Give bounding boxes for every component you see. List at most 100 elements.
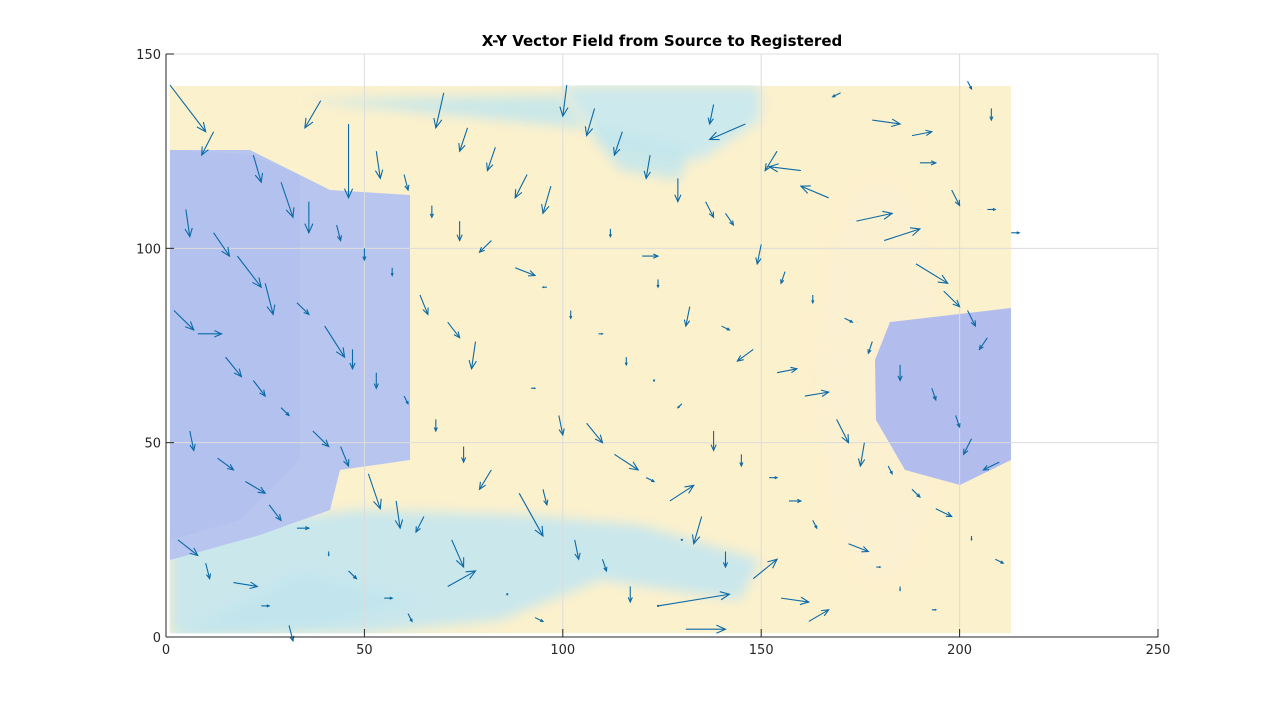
x-tick-label: 50	[356, 643, 373, 658]
quiver-arrow	[542, 489, 549, 507]
quiver-arrow	[887, 465, 893, 475]
axis-ticks: 0 50 100 150 200 250 0 50 100 150	[136, 48, 1170, 658]
quiver-arrow	[574, 539, 581, 561]
quiver-arrow	[680, 538, 683, 541]
quiver-arrow	[970, 535, 973, 542]
quiver-arrow	[767, 163, 801, 173]
quiver-arrow	[280, 182, 295, 219]
quiver-arrow	[752, 558, 779, 580]
quiver-arrow	[951, 189, 961, 207]
quiver-arrow	[458, 127, 469, 153]
quiver-arrow	[374, 151, 384, 180]
quiver-arrow	[419, 294, 429, 316]
quiver-arrow	[919, 160, 938, 166]
quiver-arrow	[252, 154, 264, 184]
y-tick-label: 100	[136, 242, 161, 257]
quiver-arrow	[373, 372, 379, 390]
quiver-arrow	[478, 469, 492, 491]
quiver-arrow	[584, 108, 596, 137]
quiver-arrow	[586, 422, 604, 444]
quiver-arrow	[394, 500, 404, 530]
quiver-arrow	[788, 498, 803, 504]
quiver-arrow	[657, 591, 731, 607]
quiver-arrow	[225, 356, 243, 378]
quiver-arrow	[177, 539, 199, 557]
quiver-arrow	[268, 504, 282, 522]
quiver-arrow	[962, 438, 972, 456]
quiver-arrow	[559, 85, 569, 118]
quiver-arrow	[867, 341, 873, 355]
quiver-arrow	[707, 104, 715, 126]
quiver-arrow	[531, 387, 537, 390]
quiver-arrow	[296, 302, 310, 316]
quiver-arrow	[217, 457, 235, 471]
quiver-arrow	[541, 185, 552, 215]
quiver-arrow	[652, 379, 656, 382]
quiver-arrow	[911, 488, 921, 499]
x-tick-label: 0	[162, 643, 170, 658]
quiver-arrow	[433, 92, 445, 130]
quiver-arrow	[848, 543, 870, 553]
quiver-arrow	[304, 201, 314, 235]
quiver-arrow	[451, 539, 465, 569]
chart-title: X-Y Vector Field from Source to Register…	[482, 32, 843, 50]
quiver-arrow	[362, 248, 367, 262]
quiver-arrow	[676, 403, 683, 409]
quiver-arrow	[967, 80, 973, 91]
quiver-arrow	[844, 317, 854, 323]
quiver-arrow	[808, 609, 830, 622]
quiver-arrow	[931, 608, 938, 611]
quiver-arrow	[708, 123, 746, 141]
y-tick-label: 0	[153, 631, 161, 646]
quiver-arrow	[982, 461, 1000, 471]
quiver-arrows	[169, 80, 1021, 643]
quiver-arrow	[811, 294, 815, 305]
quiver-arrow	[831, 92, 841, 98]
quiver-arrow	[669, 484, 695, 502]
quiver-arrow	[857, 442, 866, 468]
quiver-arrow	[349, 349, 356, 371]
quiver-arrow	[245, 481, 267, 494]
quiver-arrow	[447, 570, 477, 587]
background-image	[170, 86, 1011, 634]
quiver-arrow	[799, 185, 829, 199]
bg-right-blue-block	[875, 308, 1011, 485]
quiver-arrow	[989, 108, 994, 122]
quiver-arrow	[478, 240, 492, 254]
quiver-arrow	[340, 446, 350, 468]
quiver-arrow	[872, 118, 902, 128]
quiver-arrow	[506, 593, 509, 596]
quiver-arrow	[722, 551, 729, 569]
quiver-arrow	[518, 492, 544, 538]
quiver-arrow	[691, 516, 703, 546]
quiver-arrow	[776, 366, 799, 374]
quiver-arrow	[390, 267, 394, 277]
quiver-arrow	[367, 473, 382, 511]
quiver-arrow	[169, 84, 207, 133]
quiver-arrow	[514, 174, 528, 200]
quiver-arrow	[755, 244, 762, 266]
quiver-arrow	[201, 131, 215, 157]
quiver-arrow	[995, 558, 1005, 564]
quiver-arrow	[461, 446, 467, 464]
quiver-arrow	[173, 310, 195, 331]
quiver-arrow	[514, 267, 537, 277]
quiver-arrow	[261, 604, 271, 608]
quiver-arrow	[899, 586, 902, 592]
quiver-arrow	[384, 596, 394, 600]
quiver-arrow	[184, 209, 193, 239]
quiver-arrow	[213, 232, 231, 258]
quiver-arrow	[627, 586, 633, 604]
quiver-arrow	[967, 310, 977, 328]
x-tick-label: 100	[550, 643, 575, 658]
quiver-arrow	[955, 415, 961, 429]
quiver-arrow	[1011, 231, 1021, 235]
quiver-arrow	[236, 255, 263, 289]
quiver-arrow	[304, 100, 322, 130]
quiver-arrow	[978, 337, 988, 351]
quiver-arrow	[608, 228, 612, 239]
quiver-arrow	[685, 624, 727, 634]
quiver-arrow	[911, 129, 934, 137]
quiver-arrow	[736, 348, 754, 362]
